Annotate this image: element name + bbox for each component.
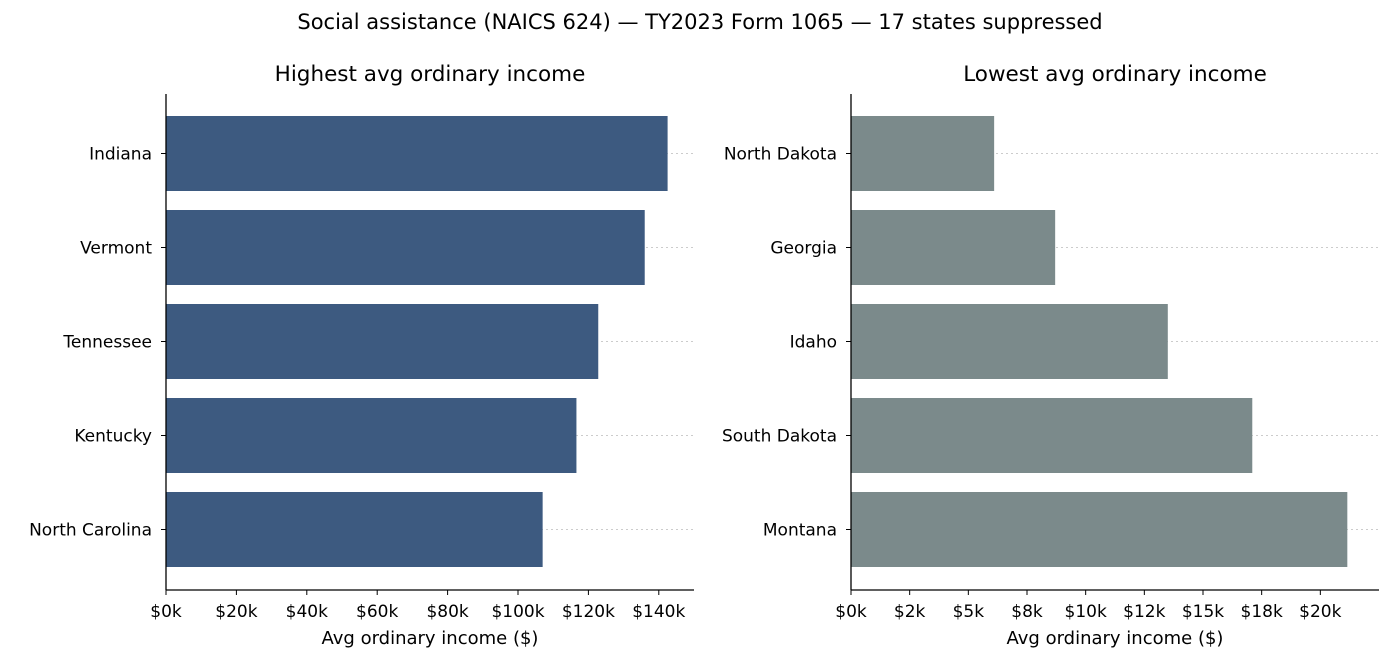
bar-south-dakota <box>851 398 1253 473</box>
panel-title: Lowest avg ordinary income <box>963 62 1267 87</box>
x-axis-label: Avg ordinary income ($) <box>322 628 539 649</box>
chart-panel-highest: Highest avg ordinary income Indiana Vermon… <box>29 62 694 649</box>
y-tick-label: Montana <box>763 521 837 541</box>
x-tick-label: $2k <box>894 602 926 622</box>
y-tick-label: Indiana <box>89 145 152 165</box>
bar-north-dakota <box>851 116 995 191</box>
y-tick-label: Georgia <box>770 239 837 259</box>
x-tick-label: $12k <box>1123 602 1165 622</box>
x-tick-label: $140k <box>632 602 685 622</box>
x-tick-label: $5k <box>953 602 985 622</box>
y-tick-label: North Dakota <box>724 145 837 165</box>
x-tick-label: $10k <box>1065 602 1107 622</box>
bar-indiana <box>166 116 668 191</box>
figure-title: Social assistance (NAICS 624) — TY2023 F… <box>297 10 1102 34</box>
y-tick-label: Tennessee <box>62 333 152 353</box>
x-tick-label: $100k <box>491 602 544 622</box>
x-axis-label: Avg ordinary income ($) <box>1007 628 1224 649</box>
y-tick-label: Idaho <box>790 333 837 353</box>
x-tick-label: $0k <box>150 602 182 622</box>
bar-north-carolina <box>166 492 543 567</box>
bar-georgia <box>851 210 1056 285</box>
x-tick-label: $20k <box>1299 602 1341 622</box>
x-tick-label: $80k <box>426 602 468 622</box>
x-tick-label: $120k <box>562 602 615 622</box>
bar-montana <box>851 492 1348 567</box>
bar-vermont <box>166 210 645 285</box>
bar-tennessee <box>166 304 599 379</box>
x-tick-label: $0k <box>835 602 867 622</box>
x-tick-label: $8k <box>1011 602 1043 622</box>
y-tick-label: Vermont <box>80 239 152 259</box>
x-tick-label: $15k <box>1182 602 1224 622</box>
x-tick-label: $18k <box>1241 602 1283 622</box>
x-tick-label: $60k <box>356 602 398 622</box>
chart-panel-lowest: Lowest avg ordinary income North Dakota Ge… <box>722 62 1379 649</box>
x-tick-label: $40k <box>286 602 328 622</box>
y-tick-label: Kentucky <box>74 427 152 447</box>
x-tick-label: $20k <box>215 602 257 622</box>
bar-idaho <box>851 304 1168 379</box>
bar-kentucky <box>166 398 577 473</box>
y-tick-label: North Carolina <box>29 521 152 541</box>
y-tick-label: South Dakota <box>722 427 837 447</box>
panel-title: Highest avg ordinary income <box>275 62 586 87</box>
